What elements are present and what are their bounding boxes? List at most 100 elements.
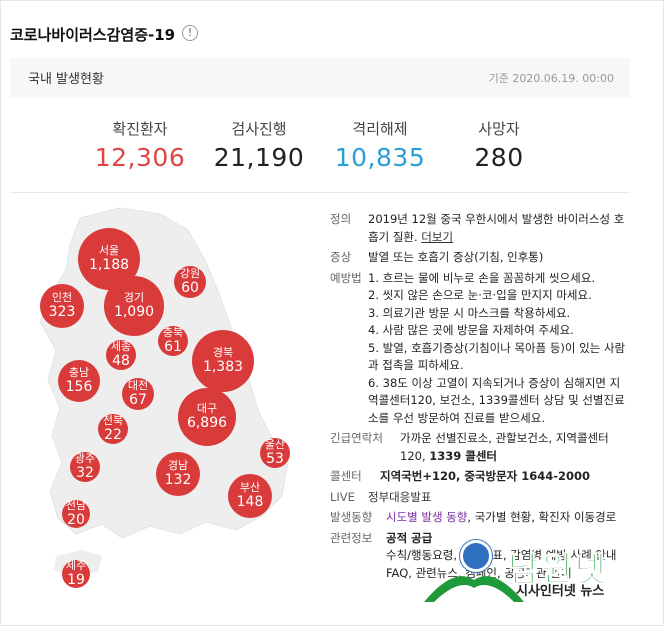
region-bubble-gyeongbuk[interactable]: 경북 1,383 (192, 330, 254, 392)
region-bubble-chungbuk[interactable]: 충북 61 (158, 326, 188, 356)
related-line[interactable]: FAQ, 관련뉴스, 캠페인, 공공기관 안내 (386, 565, 572, 580)
korea-map-shape (39, 207, 289, 576)
related-line[interactable]: 수칙/행동요령, 정부발표, 감염병 예방 사례 안내 (386, 548, 617, 562)
region-name: 세종 (110, 340, 132, 353)
region-bubble-chungnam[interactable]: 충남 156 (58, 360, 100, 402)
logo-wordmark: 남원넷 (508, 550, 608, 591)
region-name: 충북 (162, 326, 184, 339)
emergency-bold: 1339 콜센터 (429, 448, 498, 463)
region-name: 인천 (51, 291, 73, 304)
info-key: 정의 (330, 212, 352, 226)
related-line[interactable]: 공적 공급 (386, 530, 630, 548)
info-panel: 정의 2019년 12월 중국 우한시에서 발생한 바이러스성 호흡기 질환. … (330, 211, 630, 585)
region-value: 48 (112, 353, 130, 369)
region-value: 60 (181, 280, 199, 296)
info-row-trend: 발생동향 시도별 발생 동향, 국가별 현황, 확진자 이동경로 (330, 509, 630, 527)
region-value: 1,383 (202, 359, 244, 375)
divider (10, 192, 630, 193)
stat-testing: 검사진행 21,190 (194, 118, 324, 172)
region-bubble-jeonbuk[interactable]: 전북 22 (98, 414, 128, 444)
more-link[interactable]: 더보기 (421, 229, 454, 244)
status-subbar: 국내 발생현황 기준 2020.06.19. 00:00 (10, 58, 630, 98)
region-name: 부산 (239, 481, 261, 494)
stat-released: 격리해제 10,835 (315, 118, 445, 172)
info-row-symptom: 증상 발열 또는 호흡기 증상(기침, 인후통) (330, 249, 630, 267)
region-name: 대전 (127, 379, 149, 392)
info-value: 시도별 발생 동향, 국가별 현황, 확진자 이동경로 (386, 509, 630, 527)
info-icon[interactable]: ! (182, 25, 198, 41)
info-key: 콜센터 (330, 469, 362, 483)
live-link[interactable]: 정부대응발표 (368, 489, 432, 504)
region-bubble-gwangju[interactable]: 광주 32 (70, 452, 100, 482)
region-bubble-jeju[interactable]: 제주 19 (62, 559, 90, 588)
region-name: 충남 (68, 366, 90, 379)
related-bold[interactable]: 공적 공급 (386, 530, 433, 545)
region-bubble-jeonnam[interactable]: 전남 20 (62, 499, 90, 528)
region-value: 53 (266, 451, 284, 467)
region-bubble-sejong[interactable]: 세종 48 (106, 340, 136, 370)
trend-link[interactable]: 시도별 발생 동향 (386, 510, 468, 524)
region-name: 서울 (98, 244, 120, 257)
reference-date: 기준 2020.06.19. 00:00 (488, 72, 614, 85)
stat-value: 280 (474, 143, 524, 172)
info-row-related: 관련정보 공적 공급 수칙/행동요령, 정부발표, 감염병 예방 사례 안내 F… (330, 530, 630, 583)
info-key: 예방법 (330, 270, 362, 285)
region-value: 67 (129, 392, 147, 408)
region-name: 경기 (123, 291, 145, 304)
korea-map: 서울 1,188 강원 60 인천 323 경기 1,090 충북 61 세종 … (10, 200, 330, 610)
prevention-list: 1. 흐르는 물에 비누로 손을 꼼꼼하게 씻으세요. 2. 씻지 않은 손으로… (368, 270, 630, 428)
region-value: 19 (67, 572, 85, 588)
region-value: 32 (76, 465, 94, 481)
region-bubble-daejeon[interactable]: 대전 67 (122, 378, 154, 410)
region-bubble-busan[interactable]: 부산 148 (228, 474, 272, 518)
region-name: 제주 (65, 559, 87, 572)
region-name: 광주 (74, 452, 96, 465)
info-value: 2019년 12월 중국 우한시에서 발생한 바이러스성 호흡기 질환. 더보기 (368, 211, 630, 246)
stat-value: 10,835 (334, 143, 426, 172)
prevention-item: 1. 흐르는 물에 비누로 손을 꼼꼼하게 씻으세요. (368, 270, 595, 285)
region-value: 148 (236, 494, 264, 510)
info-key: 관련정보 (330, 530, 373, 545)
emergency-text: 가까운 선별진료소, 관할보건소, 지역콜센터 120, (400, 431, 609, 463)
region-name: 경남 (167, 459, 189, 472)
region-value: 22 (104, 427, 122, 443)
region-name: 전남 (65, 499, 87, 512)
prevention-item: 5. 발열, 호흡기증상(기침이나 목아픔 등)이 있는 사람과 접촉을 피하세… (368, 340, 626, 373)
stat-label: 격리해제 (352, 120, 408, 138)
region-name: 경북 (212, 346, 234, 359)
prevention-item: 4. 사람 많은 곳에 방문을 자제하여 주세요. (368, 323, 574, 337)
info-row-prevention: 예방법 1. 흐르는 물에 비누로 손을 꼼꼼하게 씻으세요. 2. 씻지 않은… (330, 270, 630, 428)
stat-deaths: 사망자 280 (434, 118, 564, 172)
region-bubble-daegu[interactable]: 대구 6,896 (178, 388, 236, 446)
watermark-logo: 남원넷 시사인터넷 뉴스 (424, 540, 656, 606)
info-value: 발열 또는 호흡기 증상(기침, 인후통) (368, 250, 544, 264)
definition-text: 2019년 12월 중국 우한시에서 발생한 바이러스성 호흡기 질환. (368, 212, 625, 244)
region-bubble-gyeongnam[interactable]: 경남 132 (156, 452, 200, 496)
info-key: 긴급연락처 (330, 431, 383, 445)
region-bubble-incheon[interactable]: 인천 323 (40, 284, 84, 328)
region-name: 전북 (102, 414, 124, 427)
info-value: 지역국번+120, 중국방문자 1644-2000 (380, 469, 591, 483)
region-bubble-ulsan[interactable]: 울산 53 (260, 438, 290, 468)
region-bubble-gyeonggi[interactable]: 경기 1,090 (104, 276, 164, 336)
info-row-callcenter: 콜센터 지역국번+120, 중국방문자 1644-2000 (330, 468, 630, 486)
region-value: 20 (67, 512, 85, 528)
prevention-item: 2. 씻지 않은 손으로 눈·코·입을 만지지 마세요. (368, 288, 592, 302)
stat-value: 12,306 (94, 143, 186, 172)
info-row-emergency: 긴급연락처 가까운 선별진료소, 관할보건소, 지역콜센터 120, 1339 … (330, 430, 630, 465)
subbar-label: 국내 발생현황 (28, 72, 104, 87)
region-name: 울산 (264, 438, 286, 451)
region-value: 323 (48, 304, 76, 320)
stat-confirmed: 확진환자 12,306 (75, 118, 205, 172)
info-key: LIVE (330, 489, 355, 504)
page-title: 코로나바이러스감염증-19 (10, 26, 176, 44)
info-value: 공적 공급 수칙/행동요령, 정부발표, 감염병 예방 사례 안내 FAQ, 관… (386, 530, 630, 583)
logo-subtitle: 시사인터넷 뉴스 (516, 584, 605, 599)
region-bubble-gangwon[interactable]: 강원 60 (174, 266, 206, 298)
info-value: 가까운 선별진료소, 관할보건소, 지역콜센터 120, 1339 콜센터 (400, 430, 630, 465)
region-name: 강원 (179, 267, 201, 280)
info-row-live: LIVE 정부대응발표 (330, 489, 630, 507)
region-name: 대구 (196, 402, 218, 415)
prevention-item: 6. 38도 이상 고열이 지속되거나 증상이 심해지면 지역콜센터120, 보… (368, 375, 625, 425)
trend-rest[interactable]: , 국가별 현황, 확진자 이동경로 (467, 510, 617, 524)
